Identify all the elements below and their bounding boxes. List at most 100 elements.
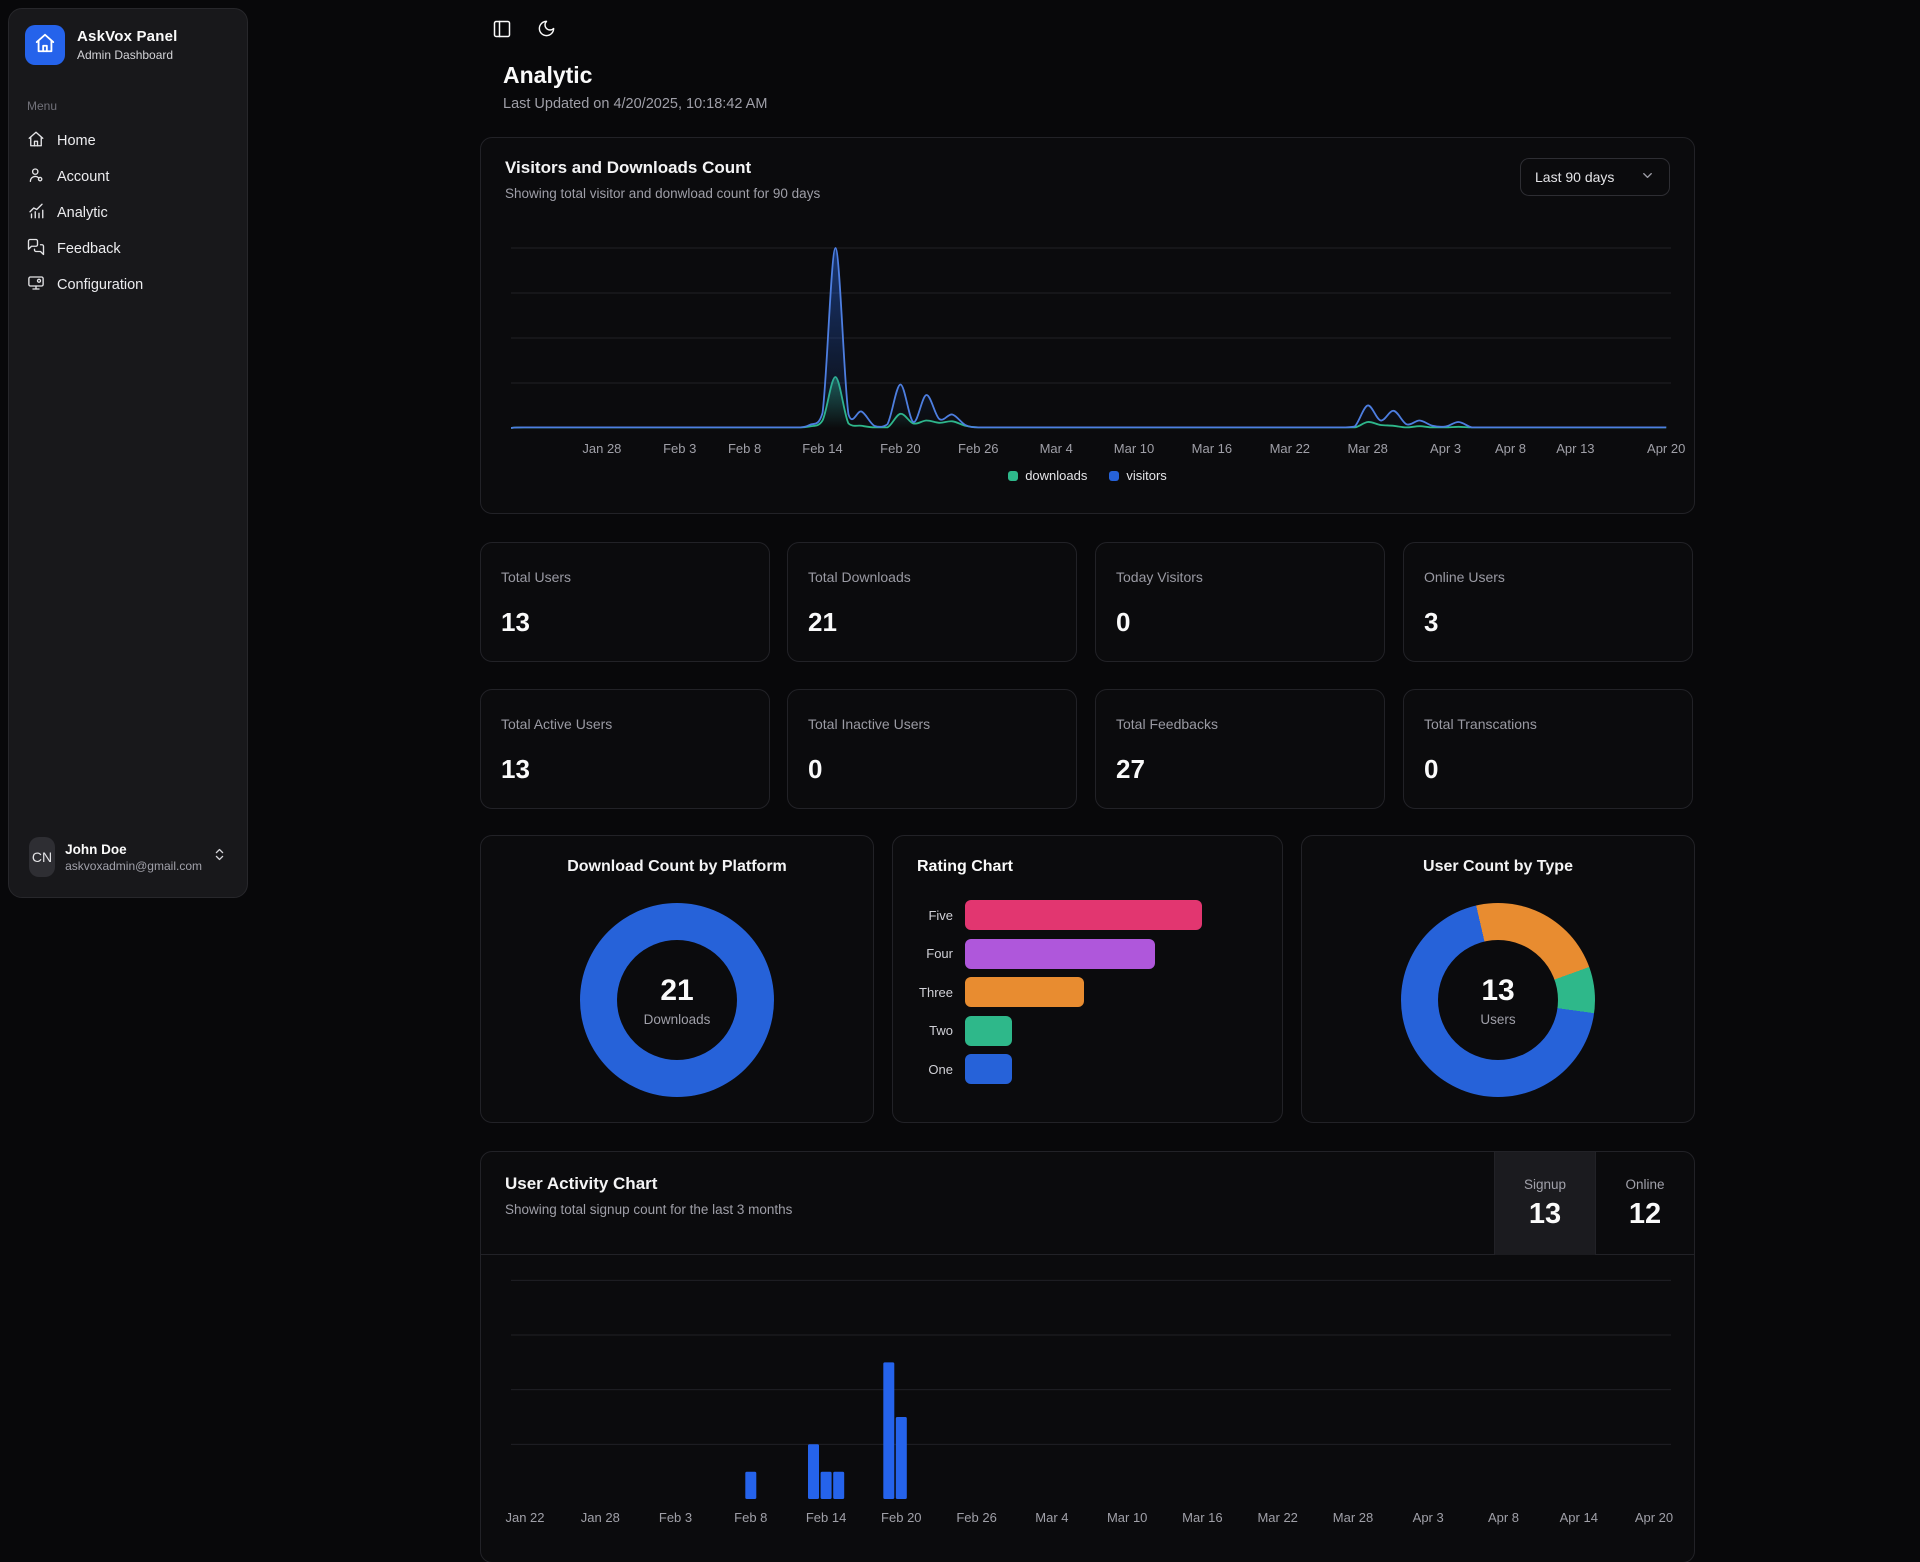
app-subtitle: Admin Dashboard [77, 48, 174, 62]
card-title: Visitors and Downloads Count [505, 158, 752, 177]
sidebar-item-feedback[interactable]: Feedback [19, 231, 237, 267]
x-tick-label: Mar 4 [1039, 441, 1073, 456]
rating-bar-row: Two [893, 1015, 1282, 1046]
activity-bar [808, 1444, 819, 1499]
stat-value: 3 [1424, 607, 1439, 637]
sidebar: AskVox Panel Admin Dashboard Menu Home A… [8, 8, 248, 898]
chevron-down-icon [1640, 168, 1655, 186]
activity-card-header: User Activity Chart Showing total signup… [481, 1152, 1694, 1255]
topbar [486, 14, 562, 46]
sidebar-item-home[interactable]: Home [19, 123, 237, 159]
x-tick-label: Feb 20 [880, 441, 921, 456]
sidebar-nav: Home Account Analytic Feedback Configura… [9, 123, 247, 303]
range-select[interactable]: Last 90 days [1520, 158, 1670, 196]
sidebar-item-label: Account [57, 169, 110, 185]
downloads-swatch [1008, 470, 1019, 481]
rating-bar-row: Three [893, 977, 1282, 1007]
activity-bar [833, 1471, 845, 1499]
stat-label: Total Feedbacks [1116, 716, 1218, 732]
panel-left-icon [492, 19, 512, 42]
x-tick-label: Feb 8 [734, 1510, 768, 1525]
sidebar-item-analytic[interactable]: Analytic [19, 195, 237, 231]
moon-icon [537, 19, 556, 41]
x-tick-label: Jan 28 [580, 1510, 620, 1525]
rating-label: Two [929, 1023, 953, 1038]
user-type-donut-chart: 13 Users [1401, 903, 1595, 1097]
x-tick-label: Jan 28 [582, 441, 622, 456]
x-tick-label: Mar 28 [1332, 1510, 1374, 1525]
x-tick-label: Mar 22 [1269, 441, 1311, 456]
sidebar-item-label: Analytic [57, 205, 108, 221]
x-tick-label: Apr 13 [1556, 441, 1595, 456]
activity-bar [883, 1362, 895, 1499]
rating-label: One [928, 1061, 953, 1077]
x-tick-label: Mar 28 [1347, 441, 1388, 456]
app-name: AskVox Panel [77, 28, 178, 45]
rating-bar [965, 938, 1155, 969]
stat-card-total-transcations: Total Transcations 0 [1403, 689, 1693, 809]
rating-chart-card: Rating Chart Five Four Three Two One [892, 835, 1283, 1123]
stat-label: Total Inactive Users [808, 716, 931, 732]
user-menu[interactable]: CN John Doe askvoxadmin@gmail.com [21, 829, 235, 885]
x-tick-label: Apr 3 [1412, 1510, 1444, 1525]
stat-label: Total Transcations [1424, 716, 1537, 732]
x-tick-label: Jan 22 [505, 1510, 545, 1525]
x-tick-label: Feb 20 [881, 1510, 922, 1525]
stat-card-online-users: Online Users 3 [1403, 542, 1693, 662]
online-toggle[interactable]: Online 12 [1595, 1152, 1694, 1255]
stat-value: 21 [808, 607, 837, 637]
x-tick-label: Mar 10 [1106, 1510, 1148, 1525]
rating-bar [965, 900, 1202, 930]
stat-value: 0 [808, 754, 823, 784]
stat-label: Total Active Users [501, 716, 613, 732]
x-tick-label: Feb 26 [958, 441, 999, 456]
x-tick-label: Feb 8 [727, 441, 762, 456]
range-select-value: Last 90 days [1535, 169, 1615, 185]
stat-value: 27 [1116, 754, 1145, 784]
x-tick-label: Mar 22 [1257, 1510, 1298, 1525]
rating-bar-row: Four [893, 938, 1282, 969]
card-title: Rating Chart [917, 858, 1013, 875]
x-tick-label: Feb 26 [956, 1510, 997, 1525]
activity-bar [745, 1471, 757, 1499]
rating-bar [965, 977, 1084, 1007]
signup-toggle[interactable]: Signup 13 [1494, 1152, 1595, 1255]
card-title: Download Count by Platform [567, 858, 787, 875]
user-activity-card: User Activity Chart Showing total signup… [480, 1151, 1695, 1562]
stat-label: Total Users [501, 569, 572, 585]
stat-card-total-inactive-users: Total Inactive Users 0 [787, 689, 1077, 809]
stat-card-total-active-users: Total Active Users 13 [480, 689, 770, 809]
x-tick-label: Apr 14 [1559, 1510, 1598, 1525]
sidebar-header: AskVox Panel Admin Dashboard [9, 9, 247, 65]
user-activity-chart [511, 1255, 1671, 1499]
stat-label: Online Users [1424, 569, 1505, 585]
card-title: User Activity Chart [505, 1174, 658, 1193]
avatar: CN [29, 837, 56, 877]
x-tick-label: Apr 8 [1494, 441, 1527, 456]
chart-legend: downloads visitors [481, 468, 1694, 483]
sidebar-item-account[interactable]: Account [19, 159, 237, 195]
x-tick-label: Apr 8 [1487, 1510, 1520, 1525]
x-axis-labels: Jan 22 Jan 28 Feb 3 Feb 8 Feb 14 Feb 20 Feb 26… [505, 1510, 1673, 1530]
card-subtitle: Showing total signup count for the last … [505, 1202, 793, 1217]
sidebar-item-configuration[interactable]: Configuration [19, 267, 237, 303]
sidebar-item-label: Feedback [57, 241, 121, 257]
sidebar-toggle-button[interactable] [486, 14, 518, 46]
rating-bar-row: One [893, 1054, 1282, 1084]
house-icon [27, 130, 45, 152]
legend-item-downloads: downloads [1008, 468, 1087, 483]
rating-bar-row: Five [893, 900, 1282, 930]
x-axis-labels: Jan 28 Feb 3 Feb 8 Feb 14 Feb 20 Feb 26 Mar 4 M… [511, 441, 1685, 461]
stat-value: 0 [1424, 754, 1439, 784]
stat-value: 13 [501, 754, 530, 784]
monitor-cog-icon [27, 274, 45, 296]
user-name: John Doe [65, 841, 127, 857]
card-title: User Count by Type [1423, 858, 1573, 875]
theme-toggle-button[interactable] [530, 14, 562, 46]
rating-label: Five [928, 907, 953, 923]
sidebar-item-label: Configuration [57, 277, 144, 293]
x-tick-label: Mar 16 [1191, 441, 1233, 456]
download-count-by-platform-card: Download Count by Platform 21 Downloads [480, 835, 874, 1123]
stat-value: 0 [1116, 607, 1131, 637]
page-title: Analytic [503, 62, 593, 88]
